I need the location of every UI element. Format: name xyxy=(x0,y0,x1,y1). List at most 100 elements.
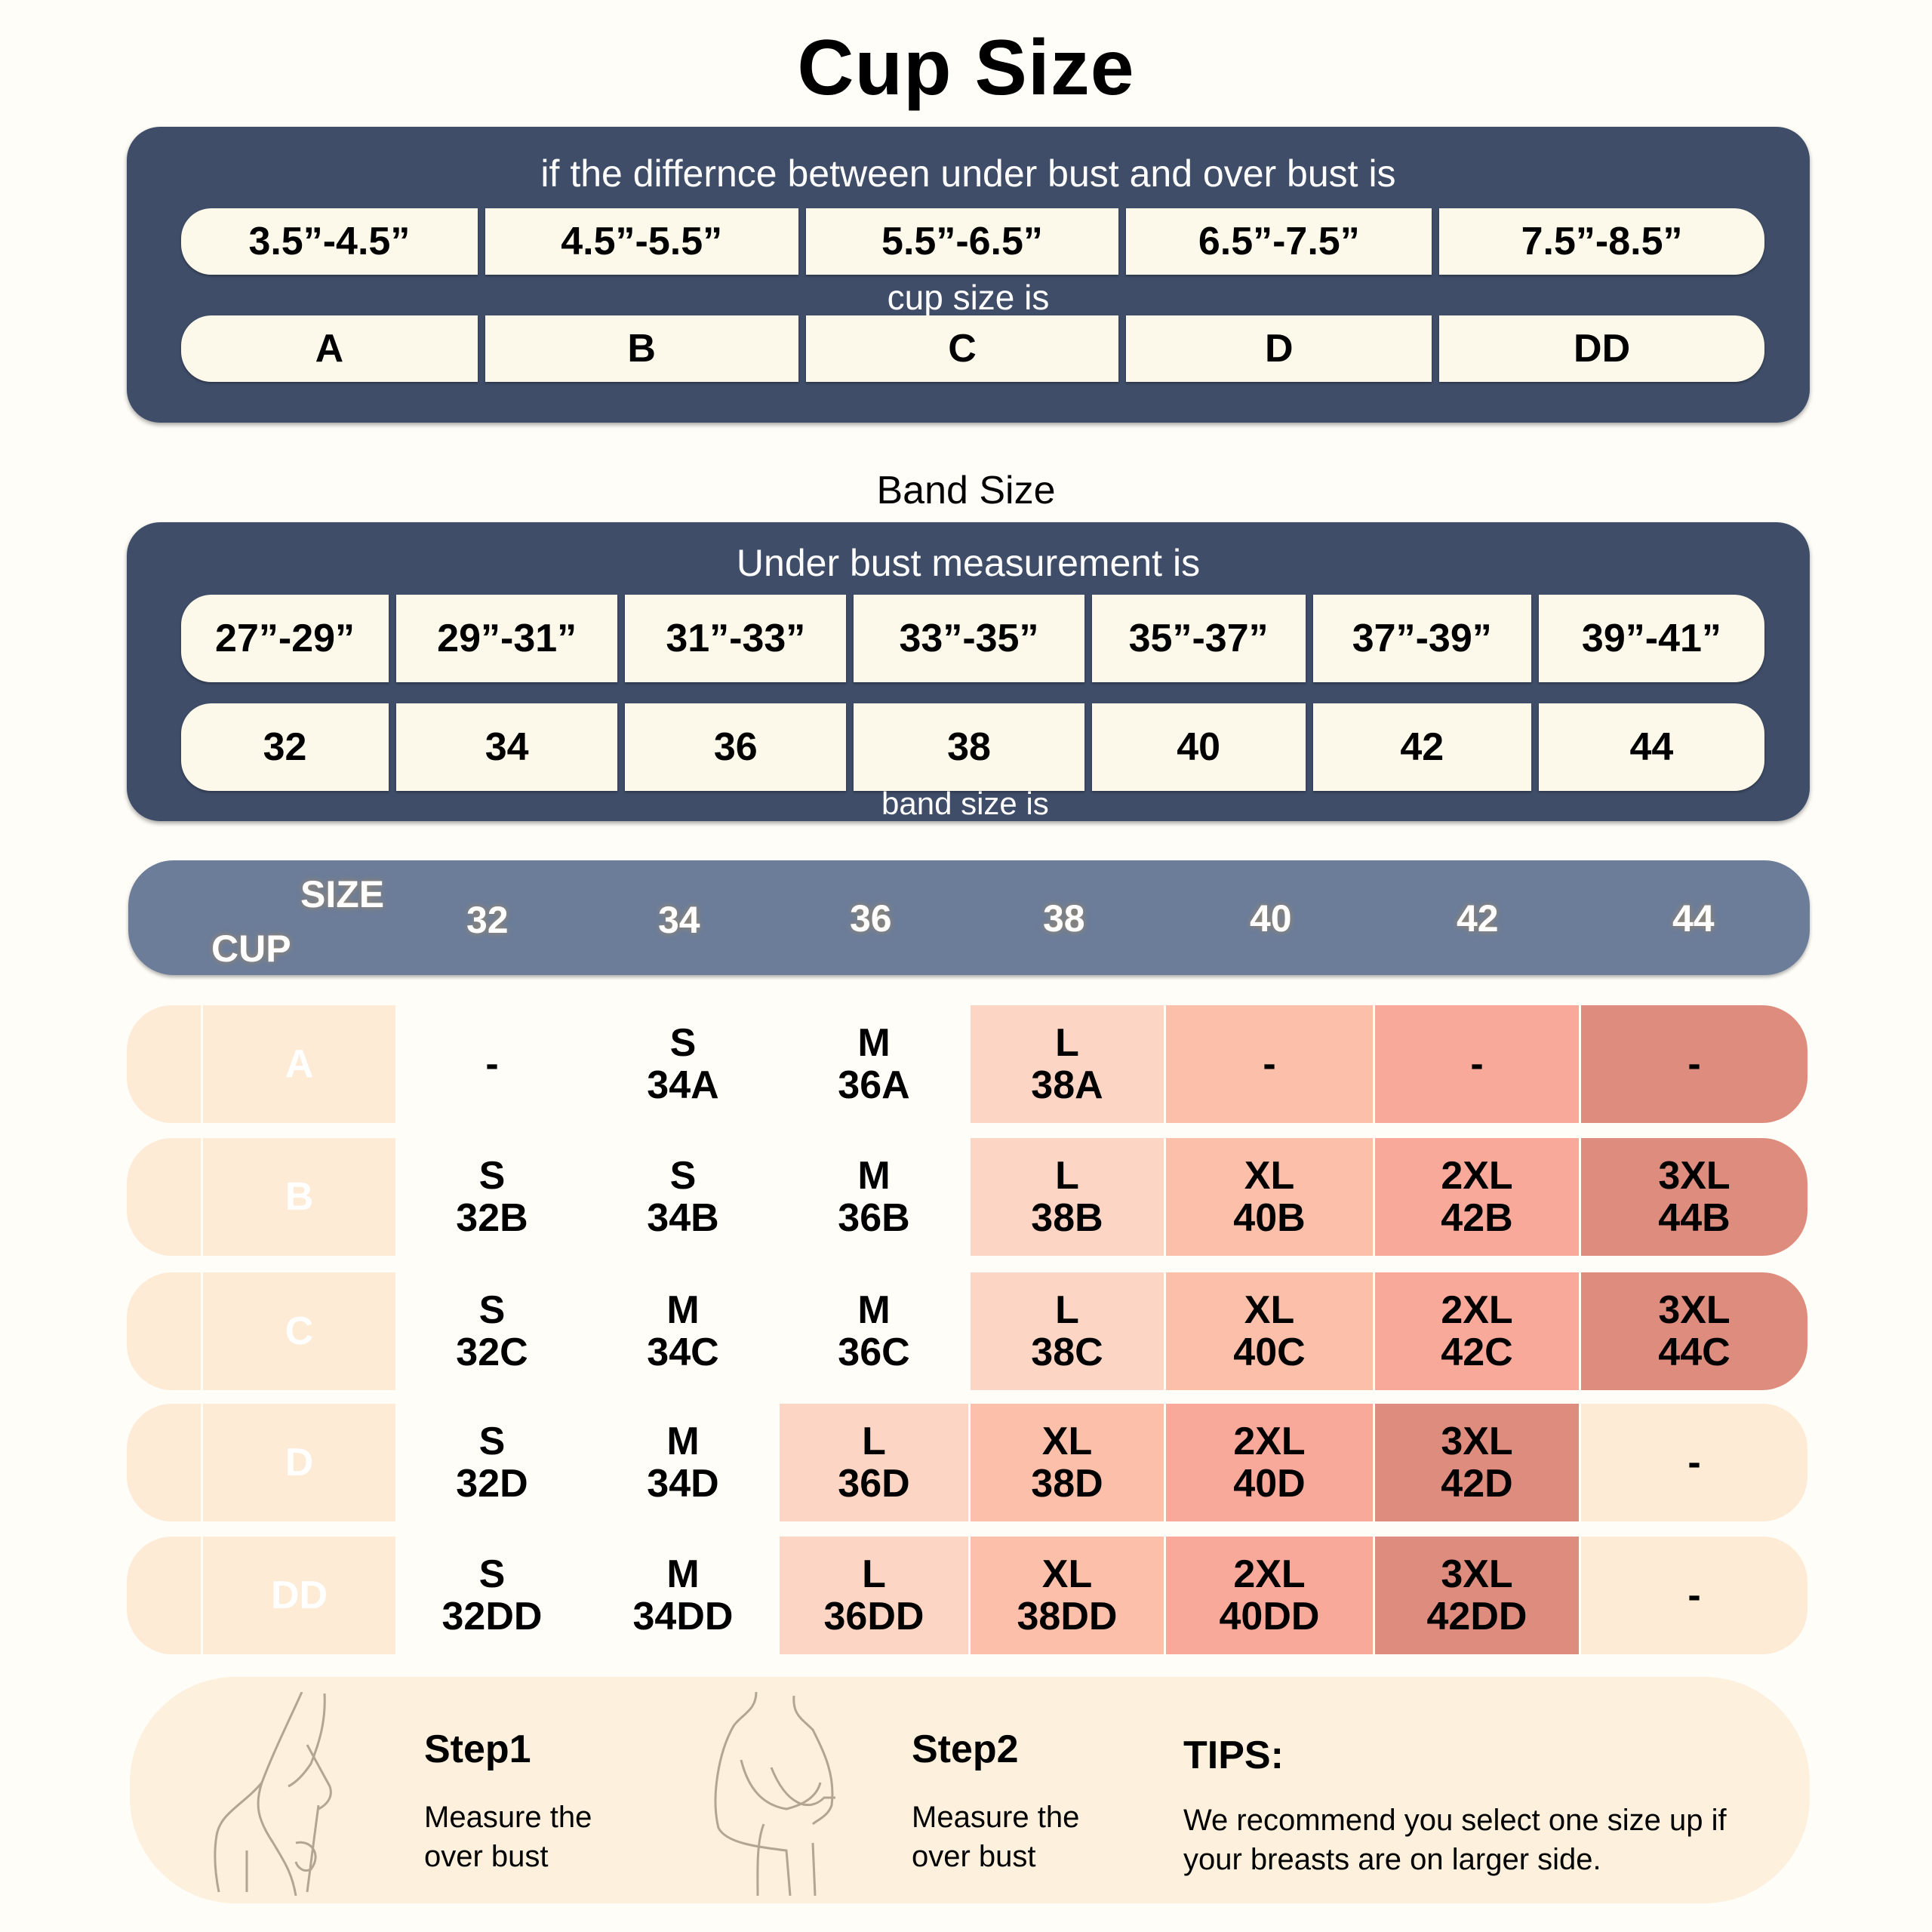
size-code: 34C xyxy=(647,1331,719,1374)
step1-description: Measure the over bust xyxy=(424,1798,592,1876)
row-cup-label: C xyxy=(203,1272,395,1390)
step2-title: Step2 xyxy=(912,1727,1019,1771)
size-code: 42C xyxy=(1441,1331,1513,1374)
band-cell: 36 xyxy=(625,703,847,791)
size-cell: L 38A xyxy=(971,1005,1164,1123)
size-letter: - xyxy=(1687,1441,1701,1484)
size-letter: XL xyxy=(1244,1288,1295,1332)
step2-description: Measure the over bust xyxy=(912,1798,1079,1876)
size-letter: S xyxy=(669,1154,697,1198)
size-letter: M xyxy=(857,1154,891,1198)
size-cell: 2XL 42B xyxy=(1375,1138,1579,1256)
page-title: Cup Size xyxy=(797,24,1135,112)
size-letter: - xyxy=(1687,1574,1701,1617)
step2-line1: Measure the xyxy=(912,1801,1080,1834)
size-cell: 2XL 42C xyxy=(1375,1272,1579,1390)
size-cell: S 34A xyxy=(589,1005,777,1123)
size-cell: 3XL 42D xyxy=(1375,1404,1579,1521)
size-letter: L xyxy=(1055,1021,1079,1065)
row-edge xyxy=(127,1272,201,1390)
size-letter: 2XL xyxy=(1233,1552,1306,1596)
size-letter: - xyxy=(1470,1042,1484,1086)
size-code: 40DD xyxy=(1219,1595,1320,1638)
size-code: 32DD xyxy=(441,1595,543,1638)
band-size-panel: Under bust measurement is 27”-29” 29”-31… xyxy=(127,522,1810,821)
size-cell: XL 38DD xyxy=(971,1537,1164,1654)
size-cell: XL 40C xyxy=(1166,1272,1373,1390)
step1-title: Step1 xyxy=(424,1727,531,1771)
size-letter: XL xyxy=(1041,1552,1093,1596)
size-code: 36DD xyxy=(823,1595,924,1638)
range-cell: 27”-29” xyxy=(181,595,389,682)
table-row: A - S 34A M 36A L 38A - - - xyxy=(127,1005,1811,1123)
size-code: 42D xyxy=(1441,1462,1513,1506)
size-code: 32D xyxy=(456,1462,528,1506)
cup-mid-caption: cup size is xyxy=(887,278,1050,317)
band-bottom-caption: band size is xyxy=(881,786,1049,821)
size-letter: M xyxy=(857,1288,891,1332)
size-letter: - xyxy=(1687,1042,1701,1086)
size-cell: 2XL 40DD xyxy=(1166,1537,1373,1654)
size-letter: - xyxy=(1263,1042,1276,1086)
range-cell: 33”-35” xyxy=(854,595,1084,682)
size-code: 42B xyxy=(1441,1196,1513,1240)
size-code: 38B xyxy=(1031,1196,1103,1240)
size-cell: L 36D xyxy=(780,1404,968,1521)
table-row: DD S 32DD M 34DD L 36DD XL 38DD 2XL 40DD 3XL 42DD - xyxy=(127,1537,1811,1654)
band-cell: 40 xyxy=(1091,703,1306,791)
size-code: 36A xyxy=(838,1063,910,1107)
size-code: 34A xyxy=(647,1063,719,1107)
range-cell: 5.5”-6.5” xyxy=(805,208,1119,275)
size-code: 38D xyxy=(1031,1462,1103,1506)
cup-letter-row: A B C D DD xyxy=(181,315,1765,382)
cup-cell: B xyxy=(485,315,798,382)
size-cell: - xyxy=(1375,1005,1579,1123)
size-cell: 3XL 44B xyxy=(1581,1138,1807,1256)
size-letter: XL xyxy=(1244,1154,1295,1198)
size-cell: L 38C xyxy=(971,1272,1164,1390)
size-letter: M xyxy=(857,1021,891,1065)
column-header: 44 xyxy=(1672,897,1715,940)
size-axis-label: SIZE xyxy=(300,873,385,915)
range-cell: 39”-41” xyxy=(1538,595,1765,682)
cup-cell: DD xyxy=(1439,315,1765,382)
tips-title: TIPS: xyxy=(1183,1734,1284,1777)
cup-cell: A xyxy=(181,315,478,382)
column-header: 38 xyxy=(1043,897,1085,940)
size-letter: 3XL xyxy=(1441,1552,1513,1596)
size-cell: M 36B xyxy=(780,1138,968,1256)
size-code: 42DD xyxy=(1426,1595,1527,1638)
size-cell: - xyxy=(1166,1005,1373,1123)
table-row: D S 32D M 34D L 36D XL 38D 2XL 40D 3XL 42D - xyxy=(127,1404,1811,1521)
tips-description: We recommend you select one size up if y… xyxy=(1183,1801,1727,1879)
size-code: 40C xyxy=(1233,1331,1306,1374)
size-cell: S 34B xyxy=(589,1138,777,1256)
band-cell: 38 xyxy=(854,703,1084,791)
size-code: 44B xyxy=(1658,1196,1730,1240)
size-letter: 3XL xyxy=(1441,1420,1513,1463)
size-letter: 2XL xyxy=(1441,1154,1513,1198)
measuring-steps-panel: Step1 Measure the over bust Step2 Measur… xyxy=(130,1677,1810,1903)
band-size-label: Band Size xyxy=(876,469,1056,512)
size-letter: S xyxy=(669,1021,697,1065)
underbust-range-row: 27”-29” 29”-31” 31”-33” 33”-35” 35”-37” … xyxy=(181,595,1765,682)
row-cup-label: D xyxy=(203,1404,395,1521)
size-code: 38A xyxy=(1031,1063,1103,1107)
row-edge xyxy=(127,1404,201,1521)
row-cup-label: DD xyxy=(203,1537,395,1654)
table-row: B S 32B S 34B M 36B L 38B XL 40B 2XL 42B 3XL 44B xyxy=(127,1138,1811,1256)
column-header: 36 xyxy=(850,897,892,940)
size-code: 34DD xyxy=(632,1595,734,1638)
row-cup-label: A xyxy=(203,1005,395,1123)
size-code: 36C xyxy=(838,1331,910,1374)
range-cell: 7.5”-8.5” xyxy=(1439,208,1765,275)
size-cell: L 36DD xyxy=(780,1537,968,1654)
size-letter: S xyxy=(478,1552,506,1596)
size-code: 34D xyxy=(647,1462,719,1506)
size-letter: L xyxy=(1055,1288,1079,1332)
column-header: 32 xyxy=(466,899,509,941)
size-letter: L xyxy=(862,1420,886,1463)
size-cell: S 32DD xyxy=(398,1537,586,1654)
size-cell: S 32C xyxy=(398,1272,586,1390)
size-cell: M 36C xyxy=(780,1272,968,1390)
